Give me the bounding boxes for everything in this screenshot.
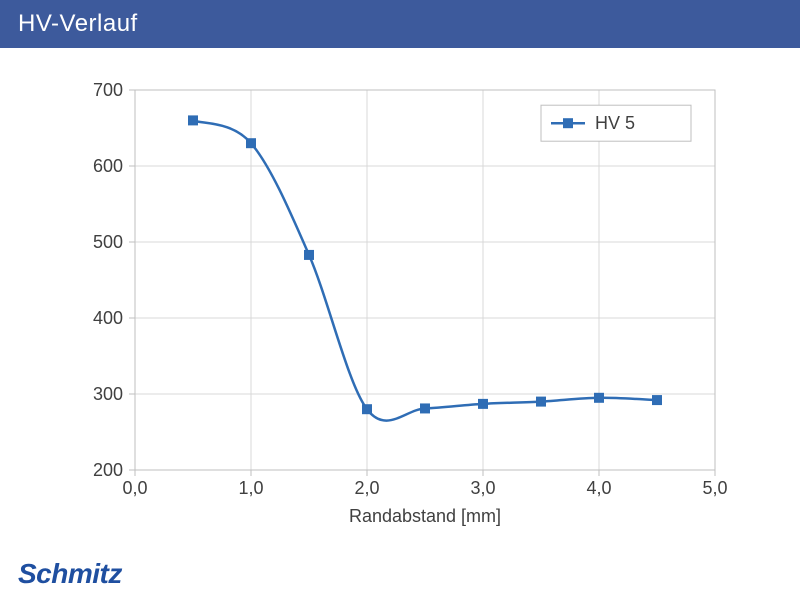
series-marker bbox=[653, 396, 662, 405]
series-marker bbox=[595, 393, 604, 402]
y-tick-label: 200 bbox=[93, 460, 123, 480]
series-marker bbox=[247, 139, 256, 148]
legend-marker bbox=[564, 119, 573, 128]
footer-logo: Schmitz bbox=[18, 558, 122, 590]
y-tick-label: 300 bbox=[93, 384, 123, 404]
legend-label: HV 5 bbox=[595, 113, 635, 133]
y-tick-label: 500 bbox=[93, 232, 123, 252]
series-marker bbox=[363, 405, 372, 414]
x-tick-label: 1,0 bbox=[238, 478, 263, 498]
x-axis-label: Randabstand [mm] bbox=[349, 506, 501, 526]
x-tick-label: 4,0 bbox=[586, 478, 611, 498]
series-marker bbox=[305, 250, 314, 259]
series-line bbox=[193, 120, 657, 420]
x-tick-label: 0,0 bbox=[122, 478, 147, 498]
series-marker bbox=[421, 404, 430, 413]
series-marker bbox=[189, 116, 198, 125]
y-tick-label: 700 bbox=[93, 80, 123, 100]
series-marker bbox=[537, 397, 546, 406]
page-title: HV-Verlauf bbox=[18, 10, 138, 38]
x-tick-label: 5,0 bbox=[702, 478, 727, 498]
title-bar: HV-Verlauf bbox=[0, 0, 800, 48]
x-tick-label: 3,0 bbox=[470, 478, 495, 498]
chart-svg: 0,0 1,0 2,0 3,0 4,0 5,0 Randabstand [mm] 200 300… bbox=[70, 70, 750, 540]
page: HV-Verlauf 0,0 1,0 2,0 3,0 4,0 5,0 Randabstand… bbox=[0, 0, 800, 600]
x-tick-label: 2,0 bbox=[354, 478, 379, 498]
series-marker bbox=[479, 399, 488, 408]
y-tick-label: 400 bbox=[93, 308, 123, 328]
y-tick-label: 600 bbox=[93, 156, 123, 176]
chart-container: 0,0 1,0 2,0 3,0 4,0 5,0 Randabstand [mm] 200 300… bbox=[70, 70, 750, 540]
